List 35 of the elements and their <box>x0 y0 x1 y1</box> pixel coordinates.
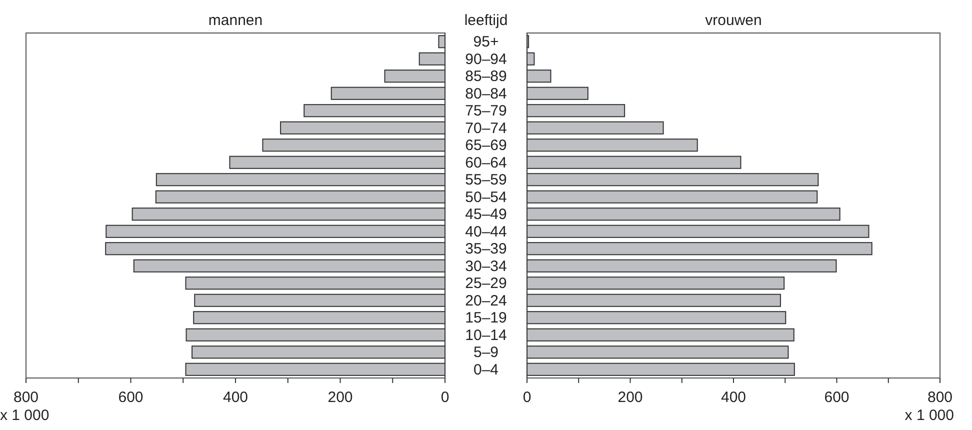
x-tick-label: 0 <box>522 389 532 406</box>
y-tick-label: 50–54 <box>465 188 507 206</box>
y-tick-label: 15–19 <box>465 310 507 327</box>
x-tick-label: 800 <box>927 389 953 406</box>
chart-title: vrouwen <box>705 12 762 29</box>
y-tick-label: 65–69 <box>465 137 507 154</box>
y-tick-label: 70–74 <box>465 120 507 137</box>
y-tick-label: 85–89 <box>465 68 507 86</box>
y-tick-label: 45–49 <box>465 206 507 224</box>
y-tick-label: 80–84 <box>465 85 507 102</box>
y-tick-label: 90–94 <box>465 50 507 68</box>
x-tick-label: 600 <box>824 389 850 406</box>
y-tick-label: 60–64 <box>465 154 507 172</box>
y-tick-label: 10–14 <box>465 326 507 344</box>
x-tick-label: 400 <box>222 389 248 406</box>
y-tick-label: 40–44 <box>465 223 507 240</box>
x-tick-label: 200 <box>618 389 643 406</box>
x-tick-label: 800 <box>13 389 39 406</box>
x-tick-label: 400 <box>720 389 746 406</box>
y-axis-title: leeftijd <box>464 12 508 29</box>
y-tick-label: 5–9 <box>473 344 499 362</box>
y-tick-label: 75–79 <box>465 102 507 120</box>
y-tick-label: 30–34 <box>465 258 507 275</box>
x-tick-label: 0 <box>440 389 450 406</box>
y-tick-label: 95+ <box>473 34 499 51</box>
x-axis-title: x 1 000 <box>0 407 50 424</box>
y-tick-label: 0–4 <box>473 361 499 378</box>
x-tick-label: 200 <box>328 389 353 406</box>
x-tick-label: 600 <box>118 389 144 406</box>
y-tick-label: 35–39 <box>465 240 507 258</box>
y-tick-label: 20–24 <box>465 292 507 310</box>
y-tick-label: 25–29 <box>465 275 507 292</box>
x-axis-title: x 1 000 <box>904 407 954 424</box>
y-tick-label: 55–59 <box>465 172 507 189</box>
chart-title: mannen <box>208 12 263 29</box>
